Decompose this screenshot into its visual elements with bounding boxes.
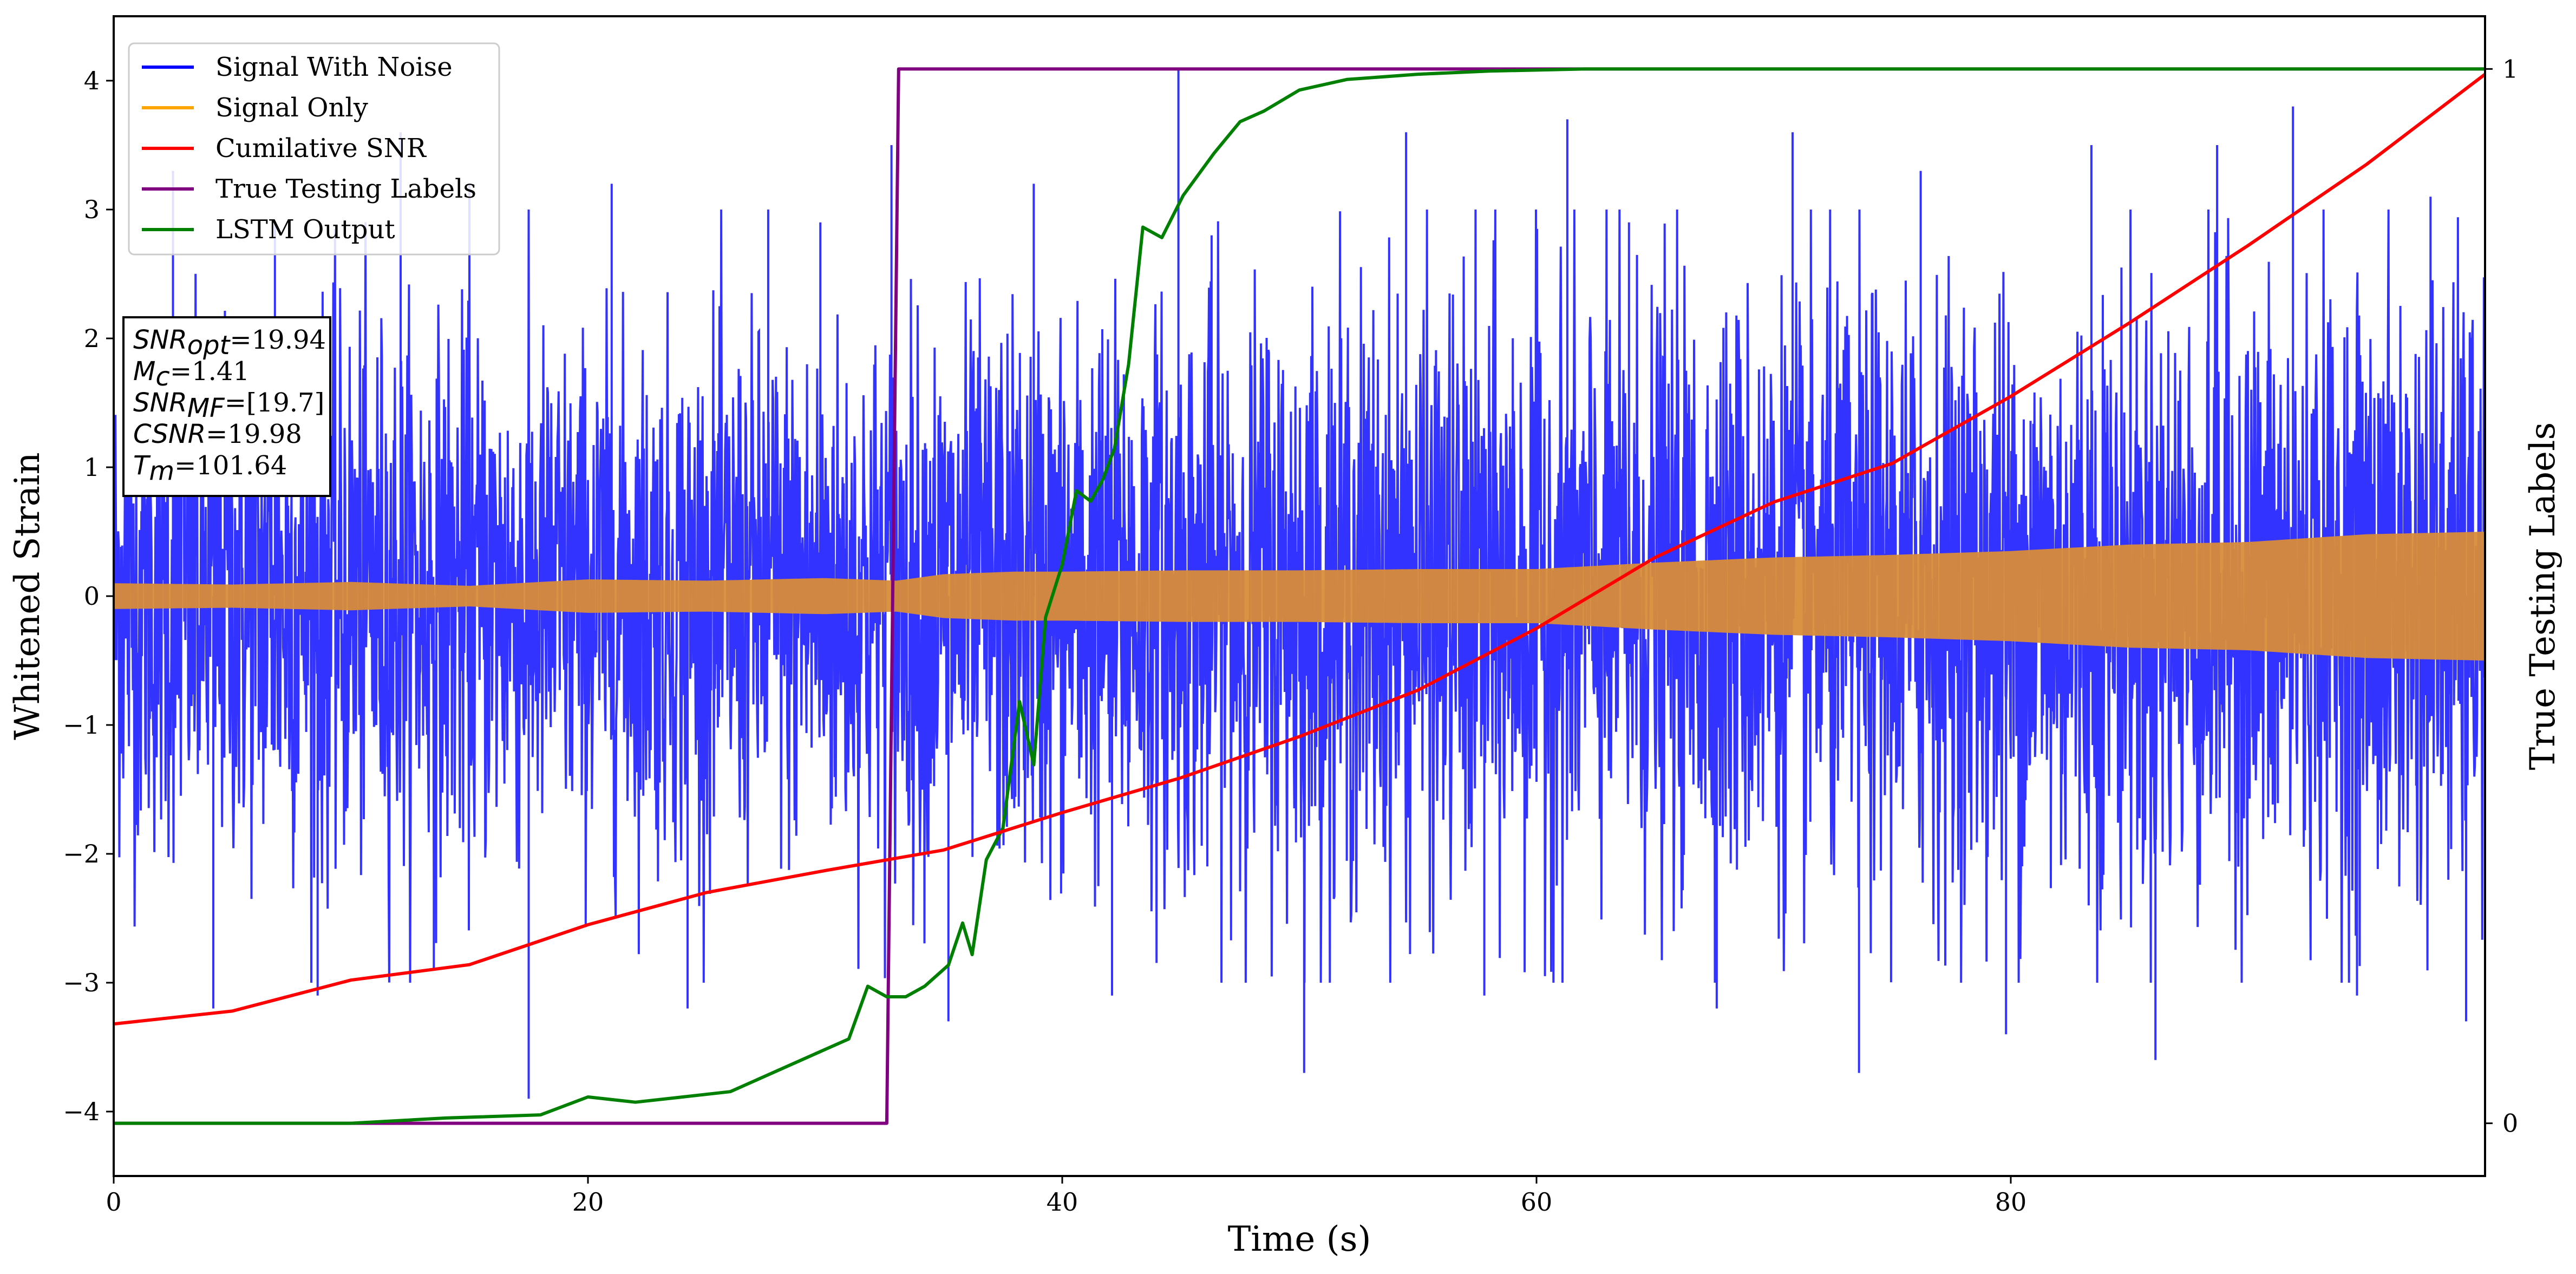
y-tick-label: 0	[84, 582, 100, 611]
legend-label: Cumilative SNR	[215, 133, 427, 164]
y-tick-label: 4	[84, 66, 100, 95]
x-axis-title: Time (s)	[1228, 1219, 1371, 1259]
series-signal-only	[114, 532, 2485, 661]
y-tick-label: 3	[84, 195, 100, 224]
stats-line: Mc=1.41	[133, 356, 250, 392]
x-tick-label: 0	[106, 1187, 121, 1217]
legend-label: True Testing Labels	[215, 174, 476, 204]
series-cumilative-snr	[114, 73, 2485, 1026]
stats-line: SNRopt=19.94	[133, 325, 326, 361]
stats-box: SNRopt=19.94Mc=1.41SNRMF=[19.7]CSNR=19.9…	[122, 316, 331, 497]
y2-tick-label: 1	[2502, 54, 2518, 83]
x-tick-label: 80	[1995, 1187, 2027, 1217]
y-tick-label: −3	[63, 968, 100, 997]
y-tick-label: 1	[84, 453, 100, 482]
series-lstm-output	[114, 67, 2485, 1125]
y-tick-label: −2	[63, 839, 100, 868]
stats-line: Tm=101.64	[133, 450, 287, 486]
legend-label: Signal With Noise	[215, 52, 453, 82]
x-tick-label: 60	[1521, 1187, 1553, 1217]
y-axis-title: Whitened Strain	[8, 452, 48, 740]
legend-label: LSTM Output	[215, 214, 395, 245]
y2-axis-title: True Testing Labels	[2523, 422, 2563, 770]
legend: Signal With Noise Signal Only Cumilative S…	[128, 42, 500, 256]
y2-tick-label: 0	[2502, 1109, 2518, 1138]
stats-line: SNRMF=[19.7]	[133, 388, 324, 423]
series-signal-with-noise	[114, 68, 2485, 1099]
x-tick-label: 20	[572, 1187, 604, 1217]
stats-frame	[122, 316, 331, 497]
y-tick-label: −4	[63, 1097, 100, 1126]
stats-line: CSNR=19.98	[133, 419, 302, 449]
y-tick-label: −1	[63, 710, 100, 740]
x-tick-label: 40	[1047, 1187, 1078, 1217]
legend-frame	[128, 42, 500, 256]
legend-label: Signal Only	[215, 93, 368, 123]
y-tick-label: 2	[84, 324, 100, 353]
